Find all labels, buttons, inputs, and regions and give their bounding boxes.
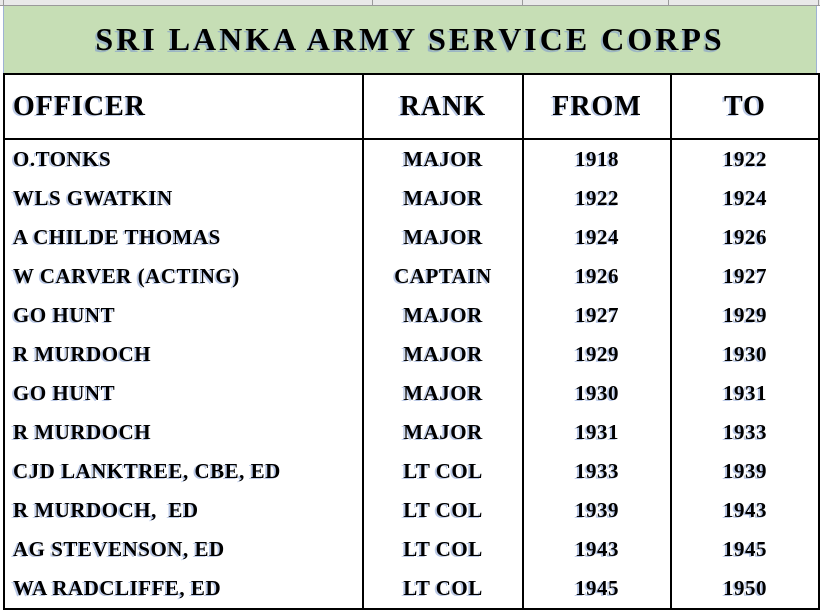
from-cell[interactable]: 1918	[522, 139, 672, 179]
from-cell[interactable]: 1927	[522, 296, 672, 335]
officer-cell[interactable]: R MURDOCH	[3, 335, 364, 374]
officer-table-body: O.TONKS MAJOR 1918 1922 WLS GWATKIN MAJOR 1922…	[3, 139, 820, 610]
column-header-rank[interactable]: RANK	[362, 73, 524, 140]
rank-cell[interactable]: MAJOR	[362, 179, 524, 218]
table-row: GO HUNT MAJOR 1927 1929	[3, 296, 820, 335]
table-header-row: OFFICER RANK FROM TO	[3, 73, 820, 140]
to-cell[interactable]: 1945	[670, 530, 820, 569]
officer-cell[interactable]: R MURDOCH, ED	[3, 491, 364, 530]
to-cell[interactable]: 1950	[670, 569, 820, 610]
rank-cell[interactable]: MAJOR	[362, 374, 524, 413]
officer-cell[interactable]: W CARVER (ACTING)	[3, 257, 364, 296]
rank-cell[interactable]: MAJOR	[362, 218, 524, 257]
from-cell[interactable]: 1930	[522, 374, 672, 413]
table-row: A CHILDE THOMAS MAJOR 1924 1926	[3, 218, 820, 257]
to-cell[interactable]: 1930	[670, 335, 820, 374]
gridline-tick	[668, 0, 669, 5]
to-cell[interactable]: 1924	[670, 179, 820, 218]
officer-roster-table: OFFICER RANK FROM TO O.TONKS MAJOR 1918 192…	[3, 73, 820, 610]
rank-cell[interactable]: LT COL	[362, 491, 524, 530]
rank-cell[interactable]: MAJOR	[362, 335, 524, 374]
to-cell[interactable]: 1926	[670, 218, 820, 257]
from-cell[interactable]: 1929	[522, 335, 672, 374]
from-cell[interactable]: 1945	[522, 569, 672, 610]
rank-cell[interactable]: MAJOR	[362, 139, 524, 179]
officer-cell[interactable]: AG STEVENSON, ED	[3, 530, 364, 569]
rank-cell[interactable]: LT COL	[362, 452, 524, 491]
to-cell[interactable]: 1943	[670, 491, 820, 530]
officer-cell[interactable]: A CHILDE THOMAS	[3, 218, 364, 257]
gridline-tick	[372, 0, 373, 5]
rank-cell[interactable]: MAJOR	[362, 413, 524, 452]
gridline-tick	[522, 0, 523, 5]
to-cell[interactable]: 1931	[670, 374, 820, 413]
officer-cell[interactable]: WA RADCLIFFE, ED	[3, 569, 364, 610]
table-row: WA RADCLIFFE, ED LT COL 1945 1950	[3, 569, 820, 610]
column-header-to[interactable]: TO	[670, 73, 820, 140]
officer-cell[interactable]: WLS GWATKIN	[3, 179, 364, 218]
title-band-cell[interactable]: SRI LANKA ARMY SERVICE CORPS	[3, 6, 817, 73]
officer-cell[interactable]: CJD LANKTREE, CBE, ED	[3, 452, 364, 491]
table-row: WLS GWATKIN MAJOR 1922 1924	[3, 179, 820, 218]
to-cell[interactable]: 1922	[670, 139, 820, 179]
officer-cell[interactable]: R MURDOCH	[3, 413, 364, 452]
from-cell[interactable]: 1943	[522, 530, 672, 569]
table-row: R MURDOCH MAJOR 1931 1933	[3, 413, 820, 452]
table-row: GO HUNT MAJOR 1930 1931	[3, 374, 820, 413]
rank-cell[interactable]: MAJOR	[362, 296, 524, 335]
officer-cell[interactable]: GO HUNT	[3, 374, 364, 413]
to-cell[interactable]: 1929	[670, 296, 820, 335]
from-cell[interactable]: 1933	[522, 452, 672, 491]
table-row: O.TONKS MAJOR 1918 1922	[3, 139, 820, 179]
table-row: R MURDOCH, ED LT COL 1939 1943	[3, 491, 820, 530]
page-title: SRI LANKA ARMY SERVICE CORPS	[95, 21, 725, 57]
from-cell[interactable]: 1922	[522, 179, 672, 218]
table-row: R MURDOCH MAJOR 1929 1930	[3, 335, 820, 374]
column-header-officer[interactable]: OFFICER	[3, 73, 364, 140]
to-cell[interactable]: 1939	[670, 452, 820, 491]
rank-cell[interactable]: LT COL	[362, 569, 524, 610]
table-row: AG STEVENSON, ED LT COL 1943 1945	[3, 530, 820, 569]
rank-cell[interactable]: CAPTAIN	[362, 257, 524, 296]
officer-cell[interactable]: O.TONKS	[3, 139, 364, 179]
column-header-from[interactable]: FROM	[522, 73, 672, 140]
spreadsheet-gridline-strip	[0, 0, 820, 6]
table-row: W CARVER (ACTING) CAPTAIN 1926 1927	[3, 257, 820, 296]
rank-cell[interactable]: LT COL	[362, 530, 524, 569]
officer-cell[interactable]: GO HUNT	[3, 296, 364, 335]
from-cell[interactable]: 1939	[522, 491, 672, 530]
table-row: CJD LANKTREE, CBE, ED LT COL 1933 1939	[3, 452, 820, 491]
gridline-tick	[3, 0, 4, 5]
from-cell[interactable]: 1924	[522, 218, 672, 257]
from-cell[interactable]: 1931	[522, 413, 672, 452]
to-cell[interactable]: 1927	[670, 257, 820, 296]
gridline-tick	[818, 0, 819, 5]
to-cell[interactable]: 1933	[670, 413, 820, 452]
from-cell[interactable]: 1926	[522, 257, 672, 296]
